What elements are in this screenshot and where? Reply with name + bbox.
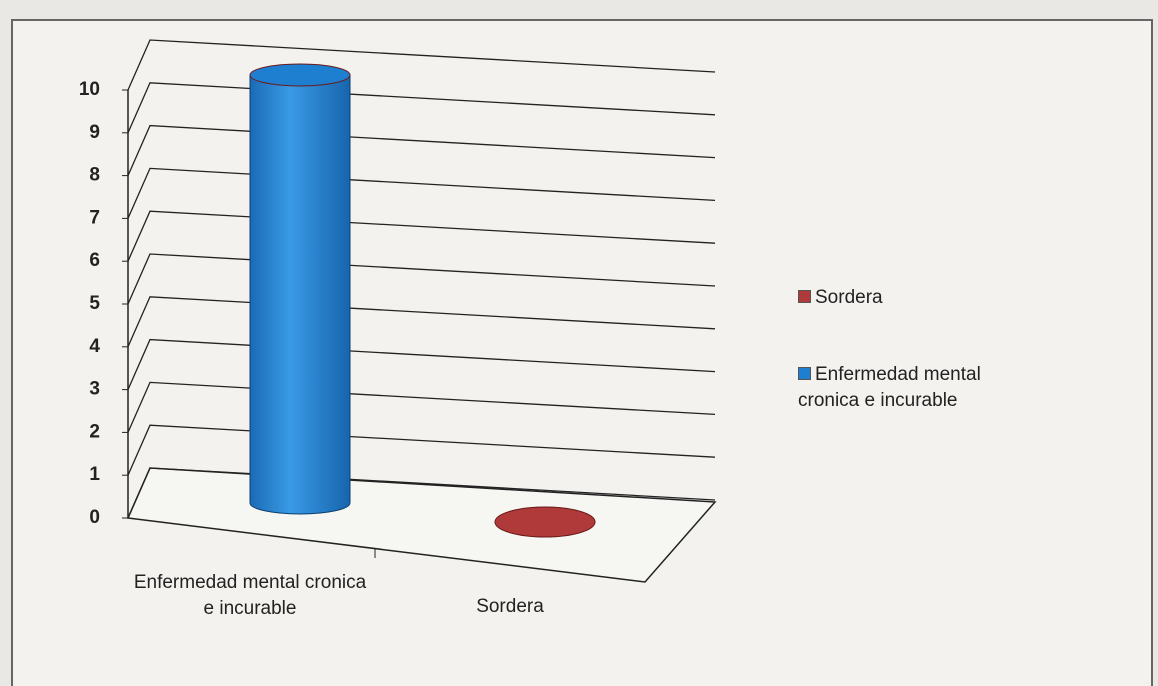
y-tick-label: 0 [89,507,100,528]
y-tick-label: 6 [89,250,100,271]
y-tick-label: 10 [79,79,100,100]
legend-swatch [798,290,811,303]
grid-line [127,167,716,219]
grid-line [127,467,716,519]
chart-frame [11,19,1153,686]
legend-label: Sordera [815,287,883,308]
grid-line [127,124,716,176]
bar [494,506,596,538]
grid-line [127,296,716,348]
y-tick-label: 9 [89,122,100,143]
legend-entry: Enfermedad mental cronica e incurable [798,362,1018,414]
y-tick-label: 4 [89,336,100,357]
legend-entry: Sordera [798,285,1018,311]
grid-line [127,424,716,476]
grid-line [127,39,716,91]
y-tick-label: 3 [89,379,100,400]
grid-line [127,253,716,305]
y-tick-label: 8 [89,165,100,186]
x-tick-label: Enfermedad mental cronica e incurable [133,572,367,619]
y-tick-label: 1 [89,464,100,485]
bar [249,63,351,515]
y-tick-label: 5 [89,293,100,314]
grid-line [127,210,716,262]
grid-line [127,338,716,390]
grid-line [127,381,716,433]
y-tick-label: 7 [89,207,100,228]
legend-swatch [798,367,811,380]
legend-label: Enfermedad mental cronica e incurable [798,364,981,411]
x-tick-label: Sordera [476,596,544,617]
grid-line [127,82,716,134]
y-tick-label: 2 [89,421,100,442]
